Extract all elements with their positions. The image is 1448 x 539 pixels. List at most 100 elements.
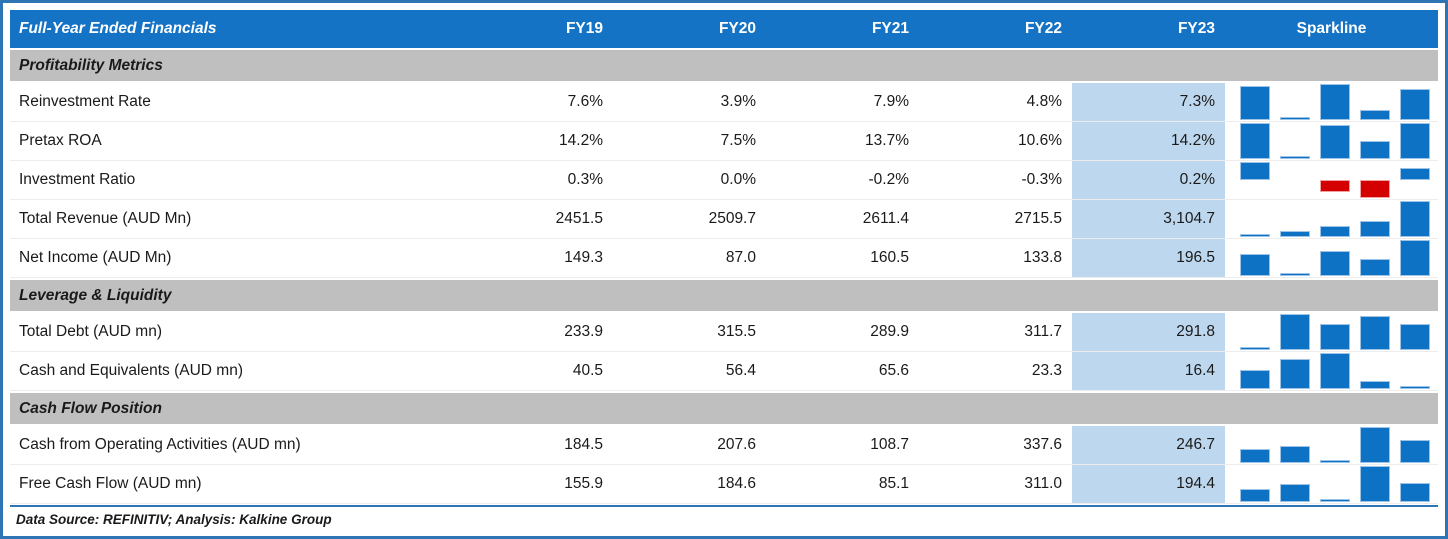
sparkline-bar-slot xyxy=(1360,353,1390,389)
sparkline-bar-slot xyxy=(1360,162,1390,198)
sparkline-cell xyxy=(1225,239,1438,277)
sparkline-bar xyxy=(1400,240,1430,276)
row-label: Total Debt (AUD mn) xyxy=(19,323,162,340)
sparkline-bar xyxy=(1360,316,1390,350)
sparkline-bar-slot xyxy=(1320,427,1350,463)
sparkline-bar xyxy=(1320,226,1350,237)
value-cell-fy20: 56.4 xyxy=(725,362,756,379)
value-cell-fy23: 196.5 xyxy=(1072,239,1225,277)
sparkline-bar xyxy=(1240,234,1270,237)
value-cell-fy23: 246.7 xyxy=(1072,426,1225,464)
sparkline xyxy=(1240,427,1438,463)
value-cell-fy23: 3,104.7 xyxy=(1072,200,1225,238)
sparkline-bar xyxy=(1240,162,1270,180)
sparkline-bar xyxy=(1240,86,1270,120)
value-cell-fy22: 23.3 xyxy=(1031,362,1062,379)
value-cell-fy23: 14.2% xyxy=(1072,122,1225,160)
data-source-note: Data Source: REFINITIV; Analysis: Kalkin… xyxy=(16,511,332,527)
value-cell-fy21: 2611.4 xyxy=(862,210,909,227)
sparkline-bar-slot xyxy=(1320,123,1350,159)
table-row: Cash and Equivalents (AUD mn) 40.5 56.4 65.… xyxy=(10,352,1438,391)
sparkline-bar-slot xyxy=(1320,240,1350,276)
sparkline-bar xyxy=(1400,168,1430,180)
column-header-fy21: FY21 xyxy=(871,20,909,37)
value-cell-fy20: 2509.7 xyxy=(708,210,756,227)
sparkline-bar-slot xyxy=(1280,201,1310,237)
table-row: Free Cash Flow (AUD mn) 155.9 184.6 85.1 311… xyxy=(10,465,1438,504)
column-header-fy19: FY19 xyxy=(565,20,603,37)
sparkline-cell xyxy=(1225,83,1438,121)
sparkline-bar-slot xyxy=(1400,353,1430,389)
sparkline-cell xyxy=(1225,465,1438,503)
sparkline-bar-slot xyxy=(1280,314,1310,350)
value-cell-fy20: 87.0 xyxy=(725,249,756,266)
column-header-fy22: FY22 xyxy=(1024,20,1062,37)
sparkline-bar xyxy=(1280,231,1310,237)
sparkline xyxy=(1240,123,1438,159)
sparkline-column-header: Sparkline xyxy=(1296,20,1367,37)
sparkline-bar-slot xyxy=(1400,314,1430,350)
footer-divider xyxy=(10,505,1438,507)
sparkline-bar-slot xyxy=(1360,466,1390,502)
row-label: Total Revenue (AUD Mn) xyxy=(19,210,192,227)
value-cell-fy21: 289.9 xyxy=(870,323,909,340)
value-cell-fy20: 315.5 xyxy=(717,323,756,340)
value-cell-fy23: 0.2% xyxy=(1072,161,1225,199)
table-title: Full-Year Ended Financials xyxy=(19,20,217,37)
sparkline-bar-slot xyxy=(1240,162,1270,198)
value-cell-fy23: 7.3% xyxy=(1072,83,1225,121)
sparkline-bar-slot xyxy=(1240,427,1270,463)
value-cell-fy21: 13.7% xyxy=(865,132,909,149)
sparkline-bar xyxy=(1280,446,1310,463)
table-row: Reinvestment Rate 7.6% 3.9% 7.9% 4.8% 7.3% xyxy=(10,83,1438,122)
sparkline-bar xyxy=(1360,381,1390,389)
row-label: Reinvestment Rate xyxy=(19,93,151,110)
value-cell-fy20: 7.5% xyxy=(720,132,756,149)
row-label: Pretax ROA xyxy=(19,132,102,149)
sparkline-bar-slot xyxy=(1400,240,1430,276)
row-label: Net Income (AUD Mn) xyxy=(19,249,172,266)
sparkline-bar-slot xyxy=(1360,201,1390,237)
sparkline-bar xyxy=(1280,484,1310,502)
value-cell-fy19: 7.6% xyxy=(567,93,603,110)
sparkline-bar-slot xyxy=(1280,427,1310,463)
sparkline-bar-slot xyxy=(1320,84,1350,120)
value-cell-fy19: 149.3 xyxy=(564,249,603,266)
column-header-fy23: FY23 xyxy=(1177,20,1215,37)
value-cell-fy20: 3.9% xyxy=(720,93,756,110)
sparkline-bar xyxy=(1320,84,1350,120)
sparkline-bar-slot xyxy=(1280,162,1310,198)
value-cell-fy23: 291.8 xyxy=(1072,313,1225,351)
value-cell-fy22: 2715.5 xyxy=(1014,210,1062,227)
sparkline-bar xyxy=(1240,123,1270,159)
sparkline-bar-slot xyxy=(1400,162,1430,198)
table-body: Profitability Metrics Reinvestment Rate 7.… xyxy=(10,50,1438,504)
sparkline-bar-slot xyxy=(1280,123,1310,159)
sparkline-bar-slot xyxy=(1240,353,1270,389)
sparkline-bar-slot xyxy=(1240,314,1270,350)
section-header: Profitability Metrics xyxy=(10,50,1438,83)
row-label: Free Cash Flow (AUD mn) xyxy=(19,475,202,492)
row-label: Cash and Equivalents (AUD mn) xyxy=(19,362,243,379)
sparkline-bar-slot xyxy=(1400,427,1430,463)
sparkline-bar xyxy=(1280,273,1310,276)
sparkline-bar xyxy=(1240,489,1270,502)
value-cell-fy22: 337.6 xyxy=(1023,436,1062,453)
sparkline-bar xyxy=(1360,110,1390,120)
table-row: Net Income (AUD Mn) 149.3 87.0 160.5 133.8 19… xyxy=(10,239,1438,278)
value-cell-fy20: 207.6 xyxy=(717,436,756,453)
sparkline-bar-slot xyxy=(1360,427,1390,463)
sparkline-bar-slot xyxy=(1360,240,1390,276)
sparkline-cell xyxy=(1225,200,1438,238)
value-cell-fy19: 233.9 xyxy=(564,323,603,340)
sparkline-cell xyxy=(1225,313,1438,351)
sparkline-cell xyxy=(1225,352,1438,390)
sparkline-bar-slot xyxy=(1320,314,1350,350)
value-cell-fy21: 85.1 xyxy=(878,475,909,492)
sparkline-bar xyxy=(1360,180,1390,198)
value-cell-fy21: 65.6 xyxy=(878,362,909,379)
sparkline-bar-slot xyxy=(1320,201,1350,237)
value-cell-fy22: 133.8 xyxy=(1023,249,1062,266)
table-row: Total Revenue (AUD Mn) 2451.5 2509.7 2611.4… xyxy=(10,200,1438,239)
